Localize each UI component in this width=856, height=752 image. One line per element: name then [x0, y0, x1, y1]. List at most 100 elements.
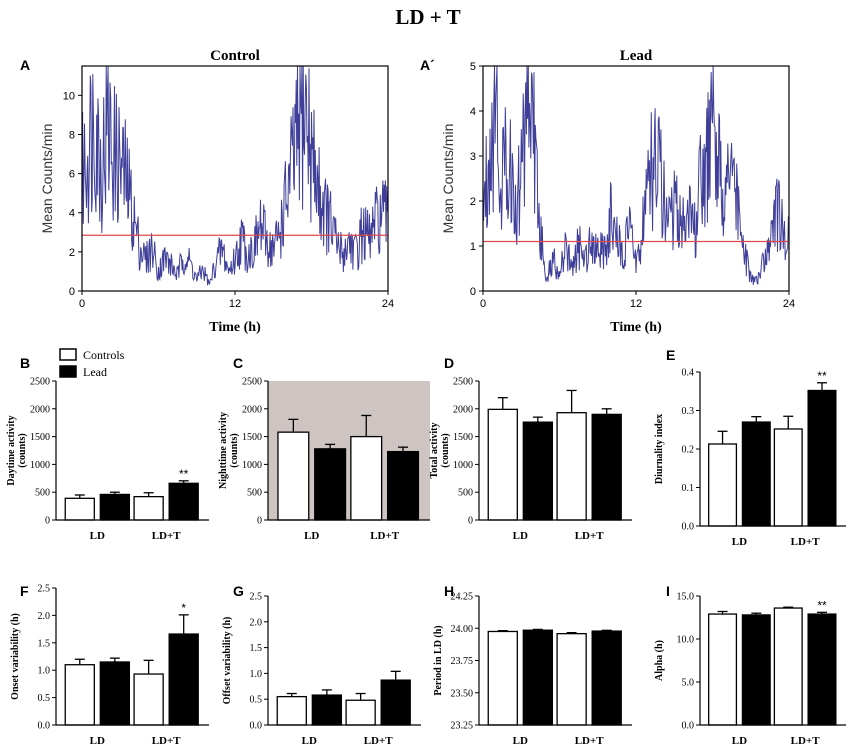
y-tick-label: 23.25 [451, 721, 474, 732]
y-tick-label: 2000 [30, 404, 50, 415]
category-label: LD [732, 536, 747, 548]
panel-label: C [233, 355, 243, 371]
y-tick-label: 1000 [453, 460, 473, 471]
bar-controls-ld [708, 613, 738, 726]
bar-controls-ldplust [133, 673, 164, 726]
bar-controls-ld [277, 431, 310, 521]
category-label: LD+T [791, 536, 821, 548]
panel-label: E [666, 347, 675, 363]
bar-controls-ldplust [773, 607, 803, 726]
y-tick-label: 0 [257, 516, 262, 527]
x-tick-label: 0 [79, 298, 85, 310]
y-tick-label: 2 [69, 247, 75, 259]
x-tick-label: 12 [630, 298, 642, 310]
bar-lead-ldplust [807, 389, 837, 527]
y-tick-label: 0 [470, 286, 476, 298]
y-tick-label: 0.4 [682, 368, 695, 379]
panel-label: A [20, 57, 30, 73]
bar-controls-ld [487, 630, 518, 726]
x-axis-label: Time (h) [610, 320, 662, 335]
category-label: LD+T [575, 735, 605, 747]
panel-I: I LD ** LD+T 0.0 5.0 10.0 15.0 Alpha (h) [654, 583, 846, 747]
y-axis-label: Alpha (h) [654, 640, 665, 681]
panel-H: H LD LD+T 23.25 23.50 23.75 24.00 24.25 Period i… [433, 583, 632, 747]
bar-controls-ld [64, 664, 95, 726]
x-tick-label: 12 [229, 298, 241, 310]
bar-lead-ld [99, 493, 131, 521]
bar-lead-ldplust [591, 413, 622, 521]
bar-controls-ld [276, 695, 307, 726]
y-tick-label: 24.25 [451, 592, 474, 603]
y-tick-label: 2.0 [250, 617, 263, 628]
y-tick-label: 24.00 [451, 624, 474, 635]
significance-marker: ** [817, 598, 827, 612]
bar-lead-ld [522, 421, 554, 521]
y-tick-label: 0.2 [682, 445, 695, 456]
y-tick-label: 8 [69, 129, 75, 141]
panel-label: G [233, 583, 244, 599]
y-axis-label: Onset variability (h) [10, 613, 21, 700]
figure-title: LD + T [395, 5, 460, 29]
y-tick-label: 5.0 [682, 678, 695, 689]
y-tick-label: 2500 [453, 377, 473, 388]
bar-controls-ld [64, 497, 95, 521]
bar-controls-ldplust [773, 428, 803, 527]
y-tick-label: 3 [470, 151, 476, 163]
x-tick-label: 0 [480, 298, 486, 310]
bar-controls-ldplust [345, 699, 376, 726]
y-axis-label: Offset variability (h) [222, 617, 233, 705]
y-tick-label: 4 [69, 208, 75, 220]
legend-swatch-lead [59, 365, 77, 378]
bar-lead-ldplust [380, 679, 411, 726]
y-tick-label: 1500 [30, 432, 50, 443]
y-tick-label: 2500 [30, 377, 50, 388]
panel-title: Lead [620, 48, 653, 64]
category-label: LD [90, 735, 105, 747]
activity-trace-line [482, 65, 789, 285]
y-tick-label: 0.5 [250, 695, 263, 706]
bar-lead-ld [99, 661, 131, 726]
category-label: LD [304, 530, 319, 542]
y-tick-label: 2000 [242, 404, 262, 415]
legend-swatch-controls [59, 348, 77, 361]
panel-label: A´ [420, 57, 435, 73]
significance-marker: ** [817, 369, 827, 383]
y-tick-label: 0.0 [38, 721, 51, 732]
y-tick-label: 15.0 [677, 592, 695, 603]
y-tick-label: 0.0 [682, 721, 695, 732]
y-axis-label: Diurnality index [654, 414, 665, 484]
y-tick-label: 2.5 [250, 592, 263, 603]
y-tick-label: 2.0 [38, 611, 51, 622]
y-tick-label: 0 [45, 516, 50, 527]
y-axis-unit-label: (counts) [229, 433, 240, 467]
bar-lead-ldplust [807, 613, 837, 726]
y-axis-label: Total activity [429, 422, 440, 478]
category-label: LD [302, 735, 317, 747]
category-label: LD [90, 530, 105, 542]
significance-marker: * [181, 601, 186, 615]
category-label: LD [513, 735, 528, 747]
bar-lead-ld [314, 448, 347, 521]
y-tick-label: 1 [470, 241, 476, 253]
y-tick-label: 500 [247, 488, 262, 499]
bar-controls-ldplust [556, 412, 587, 521]
bar-lead-ld [311, 694, 343, 726]
y-axis-label: Mean Counts/min [39, 124, 55, 234]
y-tick-label: 0.0 [250, 721, 263, 732]
category-label: LD+T [370, 530, 400, 542]
y-tick-label: 1000 [242, 460, 262, 471]
panel-E: E LD ** LD+T 0.0 0.1 0.2 0.3 0.4 Diurnality index [654, 347, 846, 548]
panel-title: Control [210, 48, 260, 64]
y-tick-label: 5 [470, 61, 476, 73]
bar-lead-ld [741, 421, 771, 527]
bar-lead-ld [522, 629, 554, 726]
panel-F: F LD * LD+T 0.0 0.5 1.0 1.5 2.0 2.5 Onset variabil… [10, 583, 209, 747]
y-tick-label: 2500 [242, 377, 262, 388]
y-tick-label: 1500 [453, 432, 473, 443]
panel-B: B LD ** LD+T 0 500 1000 1500 2000 2500 Daytime act… [6, 355, 209, 542]
x-axis-label: Time (h) [209, 320, 261, 335]
bar-lead-ldplust [591, 630, 622, 726]
y-tick-label: 2 [470, 196, 476, 208]
bar-controls-ldplust [133, 495, 164, 521]
panel-G: G LD LD+T 0.0 0.5 1.0 1.5 2.0 2.5 Offset variabil… [222, 583, 421, 747]
